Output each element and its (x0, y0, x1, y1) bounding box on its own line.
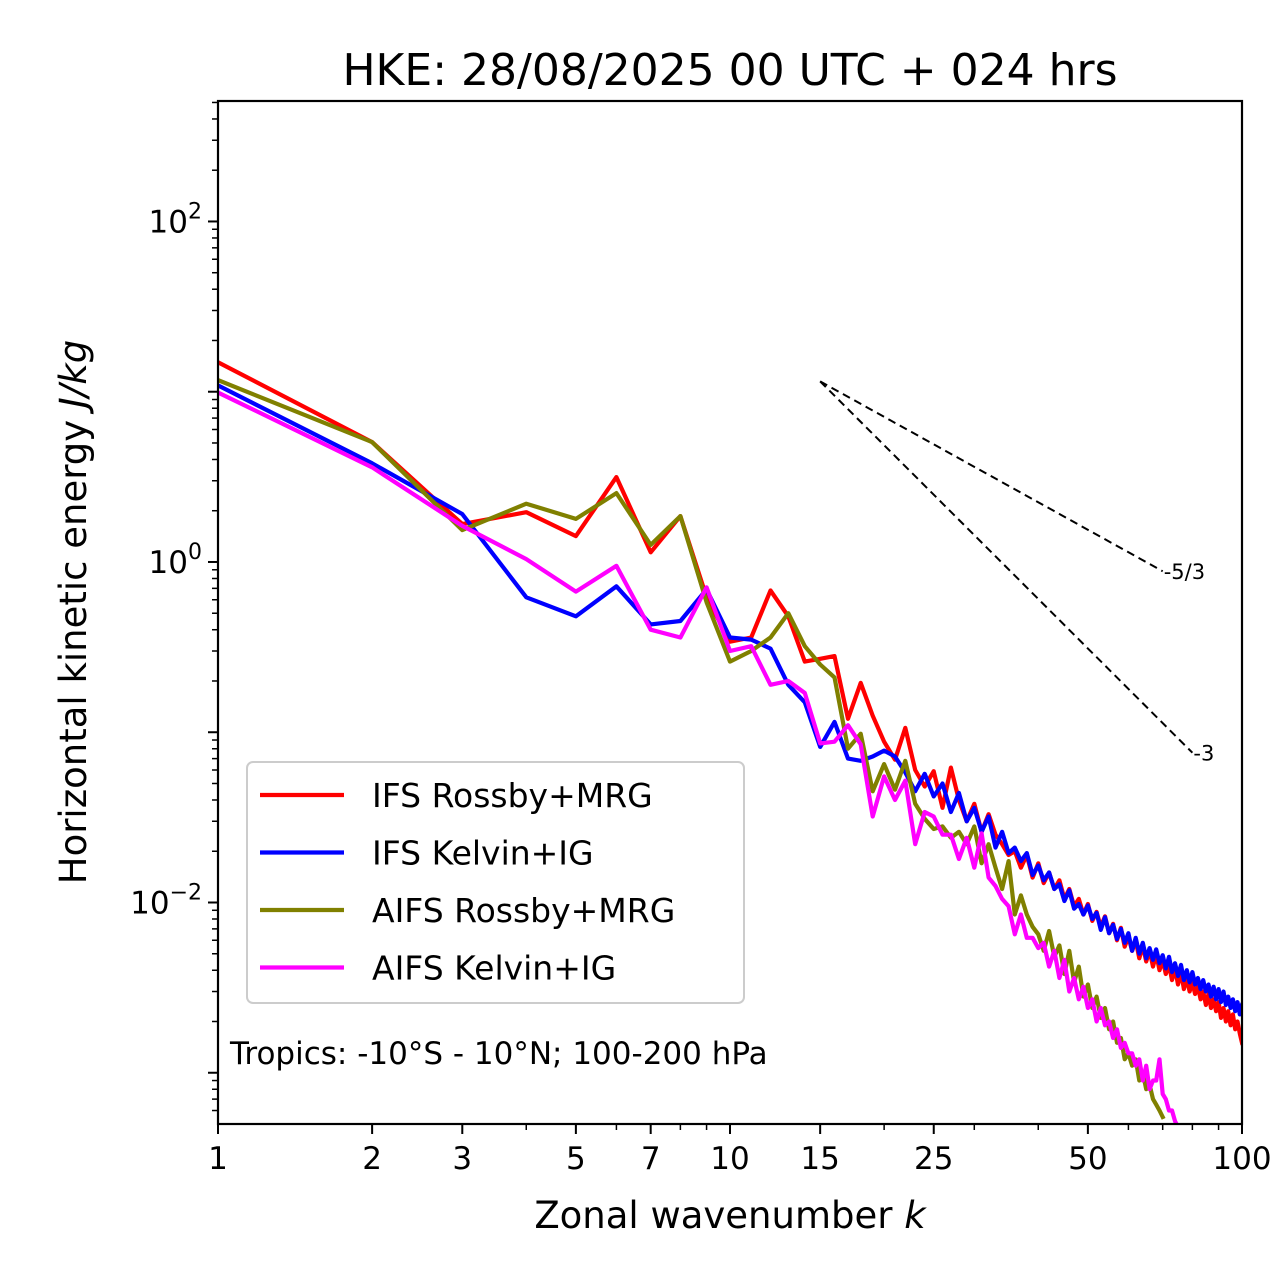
y-tick-exponent: −2 (170, 880, 202, 905)
x-tick-label: 100 (1212, 1141, 1271, 1177)
y-axis-label-units: J/kg (52, 340, 95, 415)
legend-label: IFS Rossby+MRG (372, 776, 653, 815)
legend-entries: IFS Rossby+MRG IFS Kelvin+IG AIFS Rossby+M… (260, 776, 675, 988)
x-tick-label: 10 (710, 1141, 749, 1177)
y-tick-exponent: 0 (188, 540, 202, 565)
y-axis-label: Horizontal kinetic energy J/kg (52, 340, 95, 884)
x-tick-label: 15 (800, 1141, 839, 1177)
x-tick-label: 1 (208, 1141, 228, 1177)
series-group (218, 359, 1242, 1124)
y-tick-exponent: 2 (188, 199, 202, 224)
x-tick-label: 50 (1068, 1141, 1107, 1177)
legend-entry: AIFS Kelvin+IG (260, 949, 616, 988)
x-tick-label: 7 (641, 1141, 661, 1177)
legend-label: IFS Kelvin+IG (372, 834, 594, 873)
chart-title: HKE: 28/08/2025 00 UTC + 024 hrs (342, 45, 1117, 96)
x-axis-label: Zonal wavenumber k (534, 1194, 927, 1237)
x-tick-label: 3 (452, 1141, 472, 1177)
x-tick-label: 5 (566, 1141, 586, 1177)
x-axis-label-symbol: k (904, 1194, 927, 1237)
slope-label: -5/3 (1164, 560, 1205, 584)
slope-line (819, 380, 1164, 573)
y-tick-base: 10 (149, 545, 188, 581)
legend-label: AIFS Kelvin+IG (372, 949, 616, 988)
y-tick-base: 10 (149, 204, 188, 240)
legend-entry: AIFS Rossby+MRG (260, 891, 675, 930)
series-line-ifs-kelvin-ig (218, 383, 1242, 1017)
region-annotation: Tropics: -10°S - 10°N; 100-200 hPa (229, 1036, 768, 1072)
slope-line (819, 380, 1194, 754)
y-tick-label: 100 (149, 540, 202, 581)
y-tick-base: 10 (130, 885, 169, 921)
legend-box (246, 761, 745, 1004)
y-tick-label: 102 (149, 199, 202, 240)
legend-entry: IFS Rossby+MRG (260, 776, 653, 815)
x-tick-label: 25 (914, 1141, 953, 1177)
series-line-aifs-kelvin-ig (218, 390, 1179, 1124)
x-axis-ticks: 1 2 3 5 7 10 15 25 50 100 (208, 1124, 1272, 1177)
slope-label: -3 (1193, 742, 1214, 766)
plot-frame (216, 99, 1244, 1126)
x-tick-label: 2 (362, 1141, 382, 1177)
y-axis-label-text: Horizontal kinetic energy (52, 420, 95, 884)
x-axis-label-text: Zonal wavenumber (534, 1194, 893, 1237)
legend-entry: IFS Kelvin+IG (260, 834, 594, 873)
y-tick-label: 10−2 (130, 880, 202, 921)
legend: IFS Rossby+MRG IFS Kelvin+IG AIFS Rossby+M… (246, 761, 745, 1004)
reference-slopes: -5/3 -3 (819, 380, 1214, 766)
legend-label: AIFS Rossby+MRG (372, 891, 675, 930)
